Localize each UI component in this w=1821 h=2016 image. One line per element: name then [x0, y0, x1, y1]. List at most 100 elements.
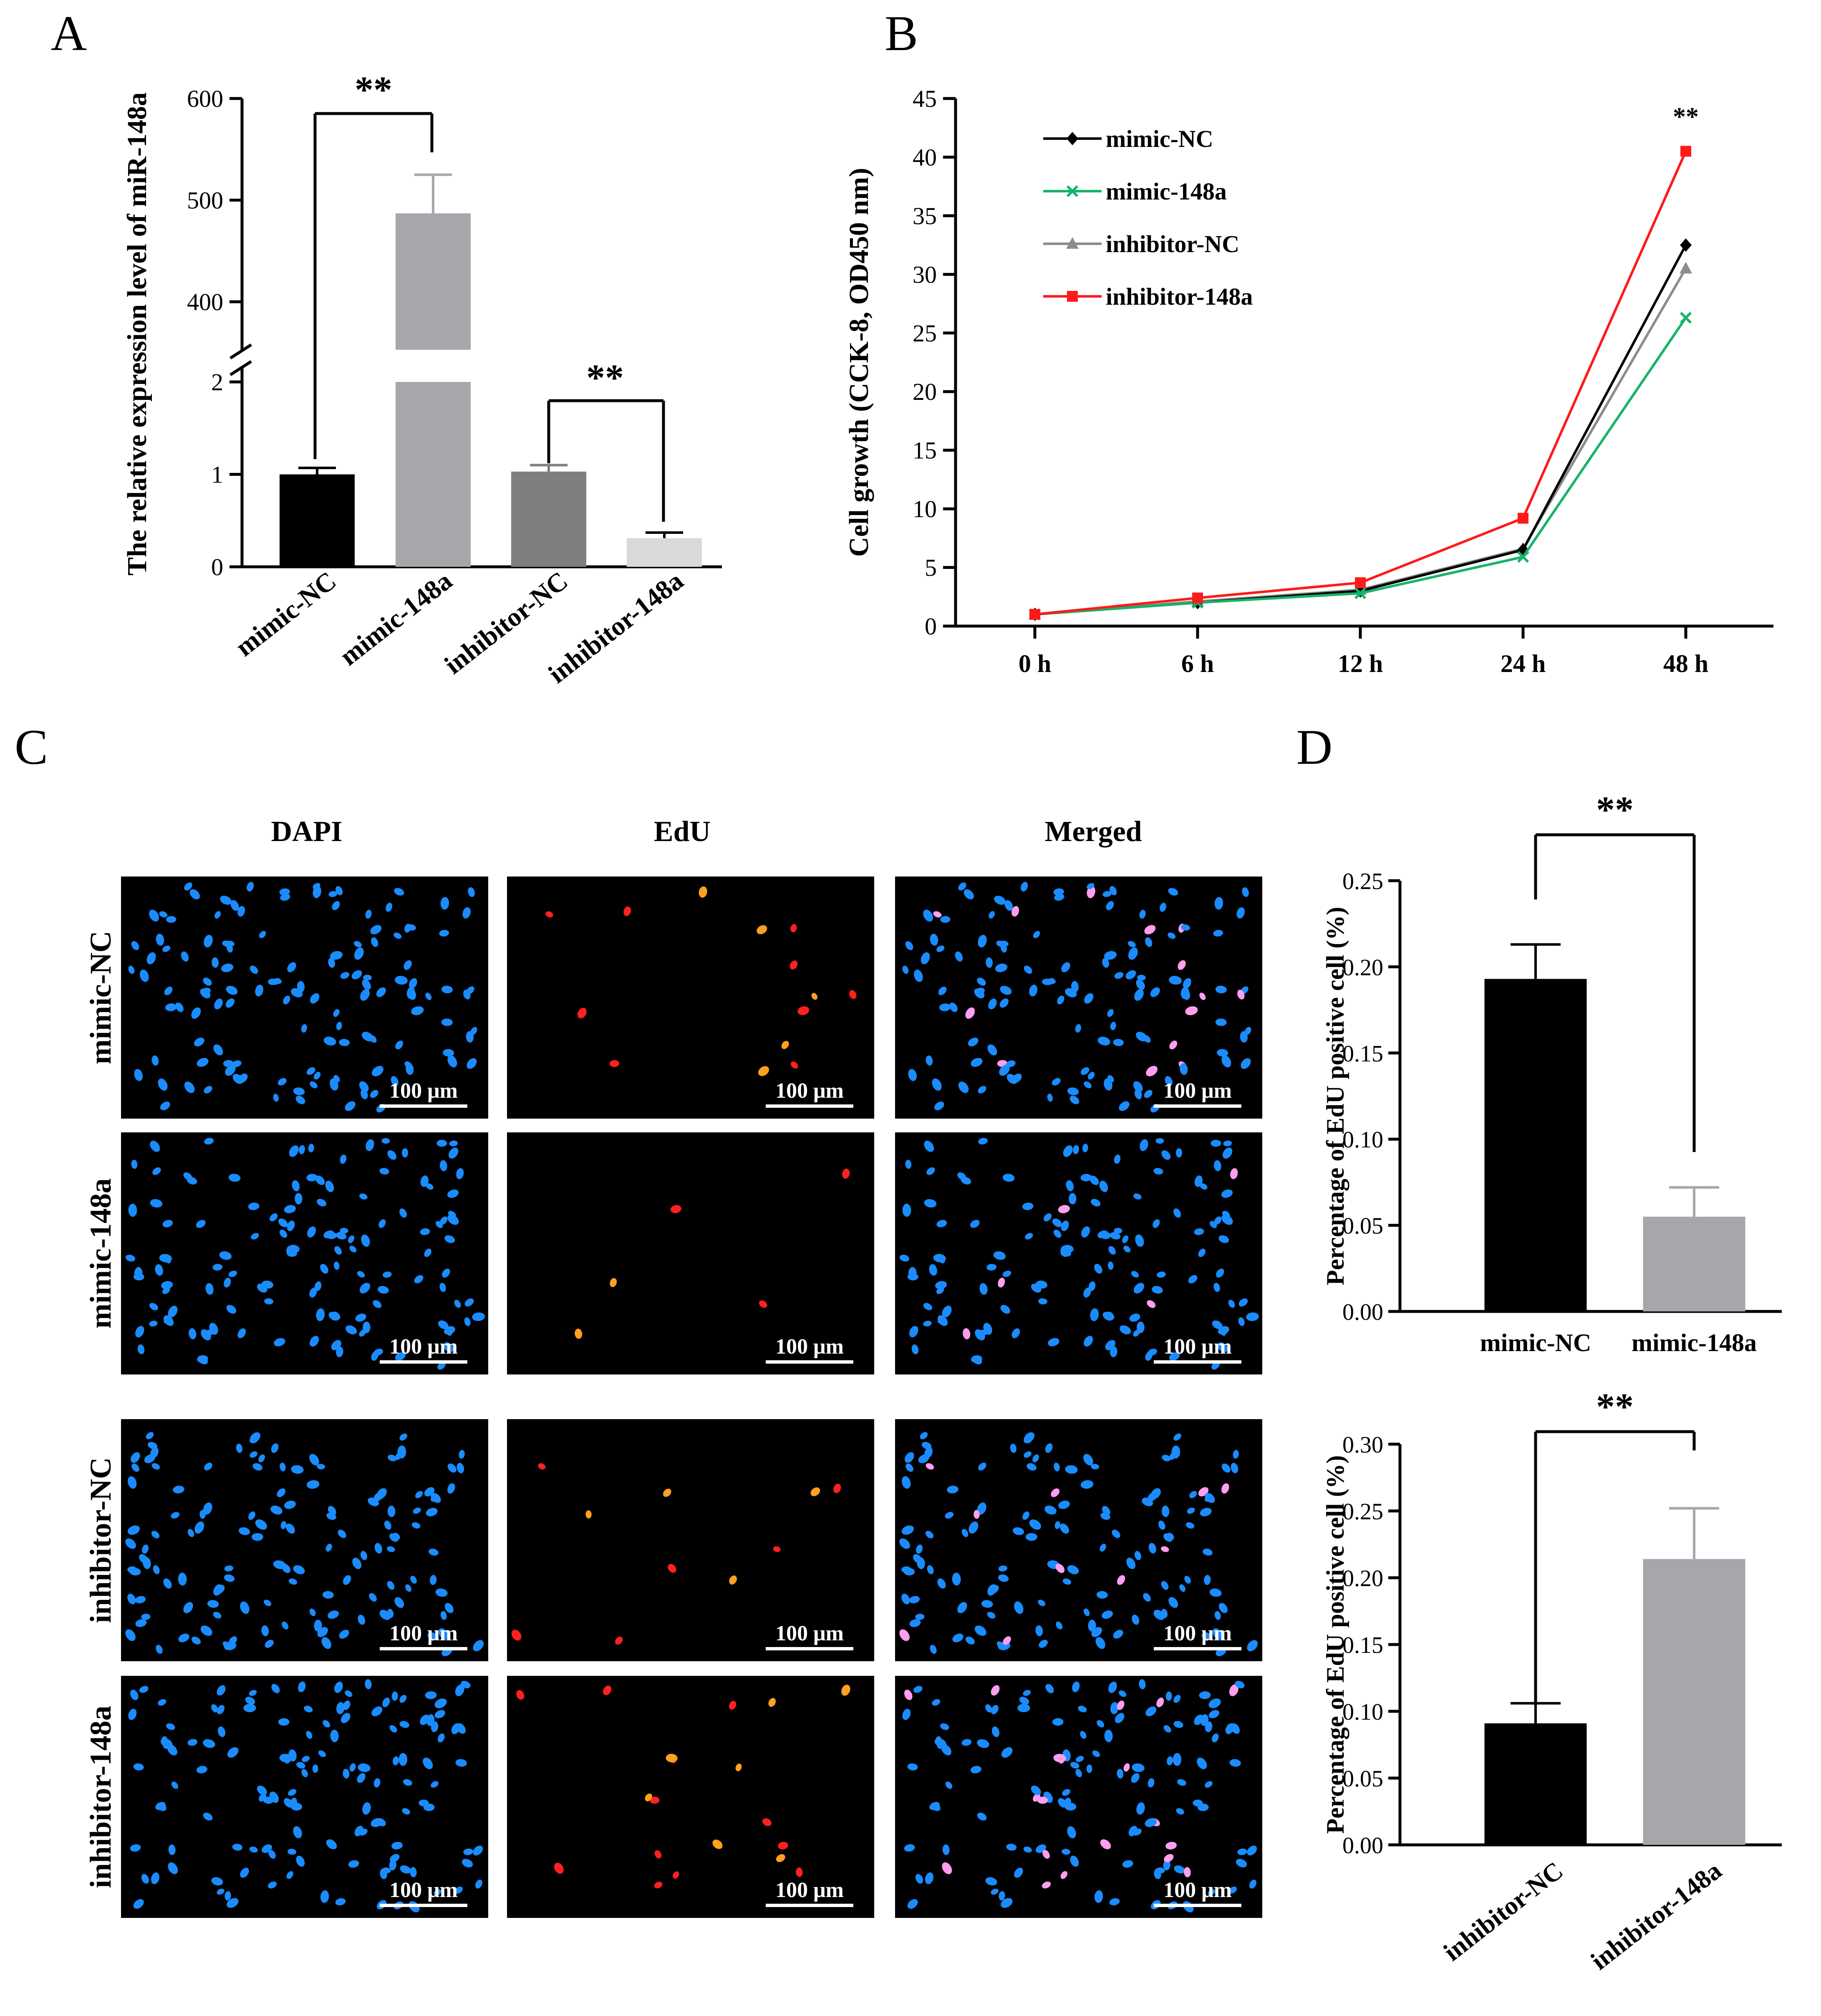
nucleus	[331, 1340, 341, 1350]
nucleus	[1160, 902, 1166, 912]
bar	[1643, 1216, 1745, 1311]
nucleus	[1183, 978, 1191, 989]
nucleus	[1246, 1312, 1259, 1321]
nucleus	[1123, 1245, 1131, 1253]
nucleus	[353, 941, 362, 947]
nucleus	[1119, 1101, 1130, 1111]
nucleus	[325, 1180, 334, 1192]
nucleus	[393, 1756, 399, 1766]
nucleus	[1214, 897, 1223, 910]
nucleus	[1052, 1718, 1064, 1726]
nucleus	[328, 957, 335, 968]
nucleus	[402, 1148, 409, 1158]
nucleus	[150, 1140, 160, 1152]
nucleus	[281, 1564, 291, 1573]
nucleus	[149, 1303, 159, 1311]
nucleus	[1167, 1533, 1174, 1540]
nucleus	[430, 1575, 437, 1585]
nucleus	[127, 1525, 140, 1535]
nucleus	[1133, 1283, 1145, 1293]
nucleus	[251, 1233, 259, 1240]
edu-positive-nucleus	[758, 1066, 769, 1076]
nucleus	[1115, 1713, 1125, 1723]
nucleus	[245, 1697, 255, 1705]
nucleus	[1140, 1139, 1148, 1151]
nucleus	[306, 1731, 313, 1739]
nucleus	[1088, 1619, 1096, 1632]
nucleus	[184, 882, 192, 891]
panel-c: C DAPI EdU Merged mimic-NC mimic-148a inhibito…	[15, 719, 1262, 1918]
nucleus	[1069, 1193, 1077, 1205]
y-tick-label: 0.05	[1342, 1213, 1383, 1239]
edu-positive-nucleus	[575, 1329, 583, 1339]
nucleus	[904, 1209, 911, 1217]
nucleus	[317, 1627, 328, 1637]
nucleus	[1080, 1480, 1094, 1489]
nucleus	[370, 1090, 378, 1098]
nucleus	[264, 1599, 272, 1607]
nucleus	[986, 957, 993, 968]
nucleus	[214, 1585, 225, 1594]
nucleus	[947, 1485, 958, 1493]
nucleus	[449, 1140, 458, 1147]
nucleus	[1136, 1802, 1145, 1815]
nucleus	[160, 1101, 170, 1111]
nucleus	[939, 1003, 951, 1011]
nucleus	[1099, 1180, 1108, 1192]
nucleus	[178, 1633, 189, 1642]
nucleus	[945, 1781, 953, 1789]
nucleus	[297, 981, 305, 993]
nucleus	[958, 882, 966, 891]
nucleus	[306, 1067, 315, 1075]
nucleus	[1095, 1637, 1105, 1649]
nucleus	[1023, 1847, 1032, 1853]
nucleus	[440, 1216, 448, 1225]
nucleus	[296, 1762, 305, 1769]
nucleus	[286, 1871, 293, 1879]
nucleus	[1144, 1090, 1153, 1098]
nucleus	[1054, 1521, 1061, 1529]
edu-positive-nucleus	[610, 1278, 617, 1287]
nucleus	[426, 1714, 435, 1726]
nucleus	[441, 985, 453, 993]
nucleus	[899, 1255, 910, 1262]
nucleus	[1087, 1071, 1095, 1080]
nucleus	[146, 952, 156, 965]
micrograph-Merged-inhibitor-148a: 100 μm	[895, 1676, 1262, 1918]
nucleus	[1051, 1488, 1060, 1497]
nucleus	[457, 1463, 464, 1473]
nucleus	[330, 1730, 339, 1743]
nucleus	[391, 1691, 398, 1701]
nucleus	[425, 1691, 437, 1699]
nucleus	[224, 1565, 234, 1572]
nucleus	[988, 1585, 999, 1594]
y-tick-label: 0.10	[1342, 1699, 1383, 1725]
scale-bar-label: 100 μm	[775, 1079, 844, 1103]
nucleus	[273, 978, 282, 984]
nucleus	[441, 1018, 453, 1026]
bar	[396, 213, 471, 350]
nucleus	[1065, 1465, 1078, 1474]
nucleus	[932, 1699, 941, 1706]
legend-label: inhibitor-148a	[1106, 283, 1253, 310]
nucleus	[1211, 1733, 1219, 1743]
nucleus	[1003, 1636, 1011, 1645]
nucleus	[1062, 1789, 1071, 1796]
edu-positive-nucleus	[668, 1564, 676, 1573]
nucleus	[449, 1147, 459, 1159]
nucleus	[227, 1747, 239, 1758]
series-line-inhibitor-148a	[1034, 151, 1687, 616]
panel-d-chart-2: D 0.00 0.05 0.10 0.15 0.20 0.25 Percentage of E…	[1296, 719, 1782, 1357]
nucleus	[473, 1845, 483, 1856]
nucleus	[163, 1578, 172, 1589]
nucleus	[1228, 1300, 1235, 1308]
micrograph-background	[895, 1419, 1262, 1661]
nucleus	[328, 1233, 337, 1239]
nucleus	[1064, 1803, 1077, 1811]
nucleus	[411, 1006, 424, 1016]
nucleus	[217, 1726, 226, 1737]
nucleus	[1171, 1445, 1180, 1459]
scale-bar-label: 100 μm	[389, 1878, 458, 1902]
nucleus	[444, 1603, 454, 1613]
nucleus	[205, 1283, 214, 1295]
